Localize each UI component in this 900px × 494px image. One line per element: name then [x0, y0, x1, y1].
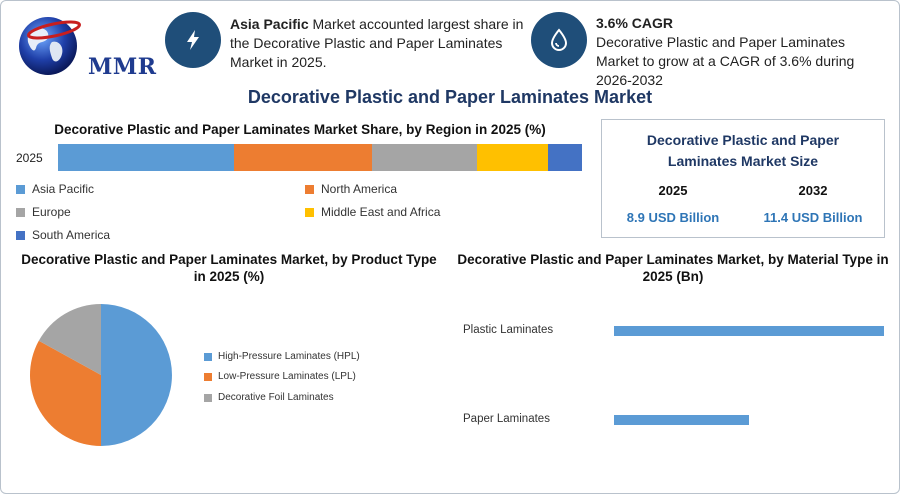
region-stacked-bar	[58, 144, 582, 171]
region-segment-south-america	[547, 144, 582, 171]
pie-slice-decorative-foil-laminates	[38, 304, 101, 375]
logo-text: MMR	[88, 54, 157, 80]
legend-swatch	[16, 207, 25, 217]
legend-europe: Europe	[16, 205, 71, 219]
legend-label: South America	[32, 228, 111, 242]
highlight-body-1: Market accounted largest share in the De…	[230, 16, 524, 70]
highlight-badge-2	[531, 12, 587, 68]
legend-label: High-Pressure Laminates (HPL)	[218, 351, 360, 362]
market-size-year-2032: 2032	[798, 183, 828, 198]
material-label-paper: Paper Laminates	[463, 413, 550, 425]
legend-swatch	[204, 393, 212, 402]
legend-label: Europe	[32, 205, 71, 219]
material-bar-plastic-laminates	[614, 326, 884, 336]
market-size-title: Decorative Plastic and Paper Laminates M…	[646, 132, 840, 169]
region-segment-middle-east-and-africa	[477, 144, 548, 171]
region-segment-north-america	[233, 144, 373, 171]
main-title: Decorative Plastic and Paper Laminates M…	[247, 87, 653, 107]
material-bar-paper-laminates	[614, 415, 749, 425]
region-segment-europe	[372, 144, 478, 171]
legend-swatch	[16, 230, 25, 240]
highlight-text-2: 3.6% CAGR Decorative Plastic and Paper L…	[596, 14, 891, 90]
market-size-card: Decorative Plastic and Paper Laminates M…	[601, 119, 885, 238]
region-chart-title: Decorative Plastic and Paper Laminates M…	[54, 122, 546, 137]
market-size-value-2025: 8.9 USD Billion	[626, 210, 720, 225]
legend-middle-east-africa: Middle East and Africa	[305, 205, 440, 219]
legend-swatch	[305, 207, 314, 217]
legend-south-america: South America	[16, 228, 110, 242]
legend-label: Low-Pressure Laminates (LPL)	[218, 371, 356, 382]
highlight-badge-1	[165, 12, 221, 68]
mmr-logo: MMR	[14, 8, 156, 80]
legend-swatch	[305, 184, 314, 194]
legend-asia-pacific: Asia Pacific	[16, 182, 94, 196]
legend-label: Asia Pacific	[32, 182, 95, 196]
material-label-plastic: Plastic Laminates	[463, 324, 554, 336]
legend-swatch	[16, 184, 25, 194]
product-chart-title: Decorative Plastic and Paper Laminates M…	[21, 252, 437, 284]
legend-label: Middle East and Africa	[321, 205, 441, 219]
market-size-value-2032: 11.4 USD Billion	[763, 210, 863, 225]
legend-swatch	[204, 352, 212, 361]
highlight-bold-1: Asia Pacific	[230, 16, 309, 32]
region-bar-year-label: 2025	[16, 151, 43, 165]
region-segment-asia-pacific	[58, 144, 234, 171]
legend-north-america: North America	[305, 182, 397, 196]
highlight-text-1: Asia Pacific Market accounted largest sh…	[230, 15, 525, 72]
material-chart-title: Decorative Plastic and Paper Laminates M…	[457, 252, 889, 284]
legend-foil: Decorative Foil Laminates	[204, 392, 334, 403]
pie-slice-high-pressure-laminates-hpl	[101, 304, 172, 446]
legend-swatch	[204, 372, 212, 381]
legend-label: North America	[321, 182, 398, 196]
market-size-year-2025: 2025	[658, 183, 688, 198]
legend-lpl: Low-Pressure Laminates (LPL)	[204, 371, 356, 382]
globe-icon	[19, 17, 81, 75]
product-type-pie	[30, 304, 172, 446]
legend-label: Decorative Foil Laminates	[218, 392, 334, 403]
pie-slice-low-pressure-laminates-lpl	[30, 340, 101, 446]
highlight-bold-2: 3.6% CAGR	[596, 15, 674, 31]
legend-hpl: High-Pressure Laminates (HPL)	[204, 351, 360, 362]
highlight-body-2: Decorative Plastic and Paper Laminates M…	[596, 34, 855, 88]
droplet-icon	[550, 28, 568, 51]
lightning-bolt-icon	[187, 30, 199, 50]
